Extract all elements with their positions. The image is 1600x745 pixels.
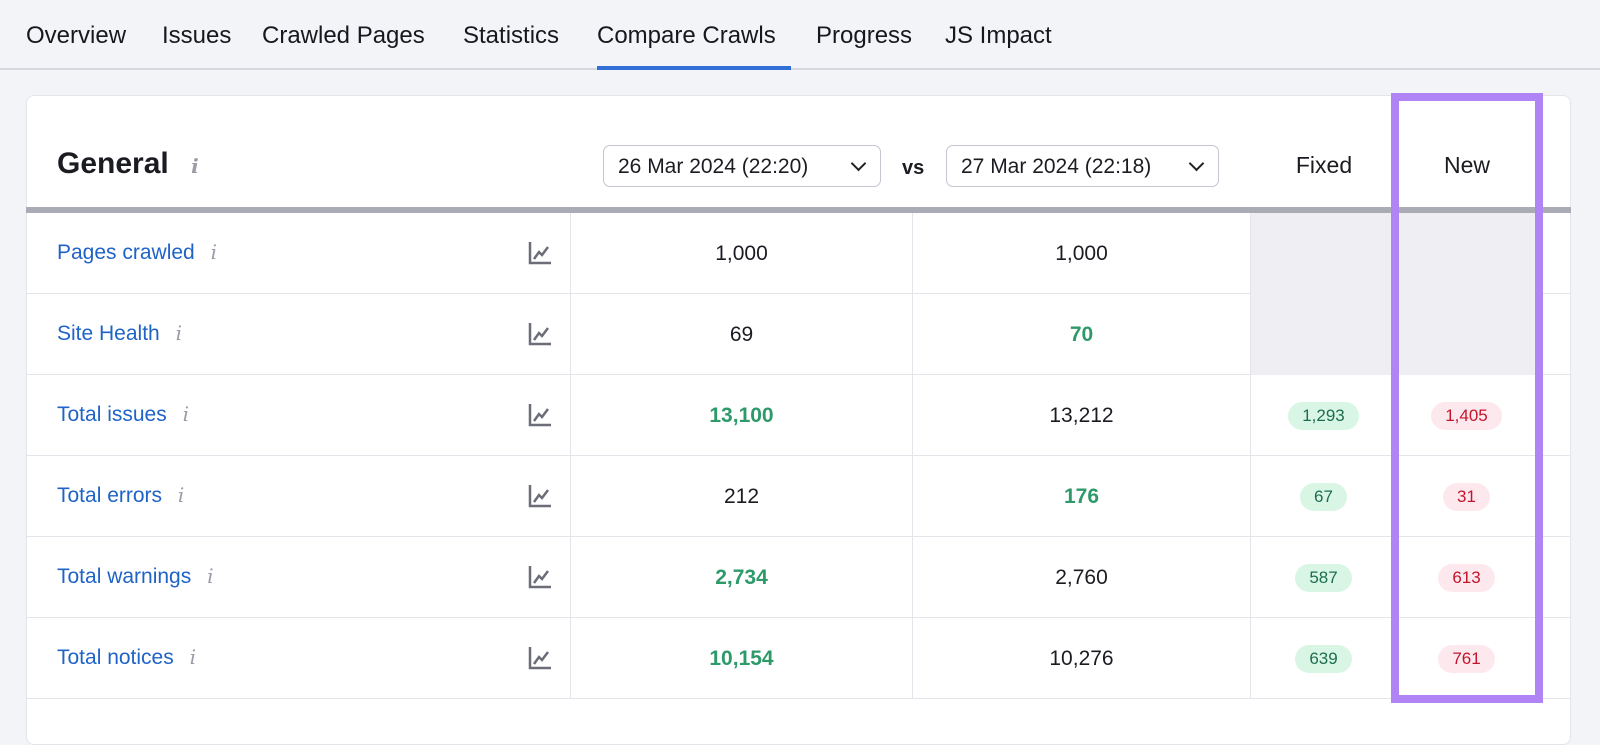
table-row: Site Health i 69 70 xyxy=(26,294,1571,375)
metric-cell: Total issues i xyxy=(26,375,571,456)
info-icon[interactable]: i xyxy=(177,483,185,507)
crawl-a-value: 212 xyxy=(571,456,913,537)
trend-chart-icon[interactable] xyxy=(528,322,552,346)
date-a-select[interactable]: 26 Mar 2024 (22:20) xyxy=(603,145,881,187)
info-icon[interactable]: i xyxy=(191,154,199,178)
tab-overview[interactable]: Overview xyxy=(26,22,127,49)
crawl-b-value: 10,276 xyxy=(913,618,1251,699)
info-icon[interactable]: i xyxy=(210,240,217,264)
table-row: Total notices i 10,154 10,276 639 761 xyxy=(26,618,1571,699)
crawl-b-value: 70 xyxy=(913,294,1251,375)
section-title: General i xyxy=(57,147,199,180)
new-badge: 761 xyxy=(1438,644,1495,673)
metric-cell: Total warnings i xyxy=(26,537,571,618)
crawl-b-value: 1,000 xyxy=(913,213,1251,294)
new-badge: 613 xyxy=(1438,563,1495,592)
trend-chart-icon[interactable] xyxy=(528,484,552,508)
fixed-badge: 587 xyxy=(1295,563,1352,592)
metric-link[interactable]: Total warnings i xyxy=(57,564,214,588)
trend-chart-icon[interactable] xyxy=(528,403,552,427)
header-divider xyxy=(26,207,1571,213)
crawl-b-value: 13,212 xyxy=(913,375,1251,456)
tab-js-impact[interactable]: JS Impact xyxy=(945,22,1052,49)
crawl-a-value: 2,734 xyxy=(571,537,913,618)
new-badge: 1,405 xyxy=(1431,401,1502,430)
chevron-down-icon xyxy=(850,155,867,172)
crawl-a-value: 13,100 xyxy=(571,375,913,456)
table-row: Total errors i 212 176 67 31 xyxy=(26,456,1571,537)
fixed-cell xyxy=(1251,294,1397,375)
trend-chart-icon[interactable] xyxy=(528,646,552,670)
info-icon[interactable]: i xyxy=(182,402,189,426)
fixed-header: Fixed xyxy=(1295,152,1353,178)
fixed-cell: 67 xyxy=(1251,456,1397,537)
new-badge: 31 xyxy=(1443,482,1490,511)
metric-link[interactable]: Total issues i xyxy=(57,402,189,426)
crawl-a-value: 69 xyxy=(571,294,913,375)
table-row: Total warnings i 2,734 2,760 587 613 xyxy=(26,537,1571,618)
fixed-cell: 587 xyxy=(1251,537,1397,618)
fixed-badge: 1,293 xyxy=(1288,401,1359,430)
tab-bar: Overview Issues Crawled Pages Statistics… xyxy=(0,0,1600,70)
metric-link[interactable]: Total errors i xyxy=(57,483,185,507)
metric-link[interactable]: Pages crawled i xyxy=(57,240,217,264)
date-b-value: 27 Mar 2024 (22:18) xyxy=(961,155,1152,178)
metric-cell: Total errors i xyxy=(26,456,571,537)
crawl-b-value: 176 xyxy=(913,456,1251,537)
table-row: Total issues i 13,100 13,212 1,293 1,405 xyxy=(26,375,1571,456)
metric-cell: Site Health i xyxy=(26,294,571,375)
table-row: Pages crawled i 1,000 1,000 xyxy=(26,213,1571,294)
info-icon[interactable]: i xyxy=(175,321,182,345)
info-icon[interactable]: i xyxy=(207,564,214,588)
tab-statistics[interactable]: Statistics xyxy=(463,22,560,49)
metric-cell: Pages crawled i xyxy=(26,213,571,294)
fixed-badge: 67 xyxy=(1300,482,1347,511)
date-b-select[interactable]: 27 Mar 2024 (22:18) xyxy=(946,145,1219,187)
metric-cell: Total notices i xyxy=(26,618,571,699)
crawl-a-value: 1,000 xyxy=(571,213,913,294)
fixed-cell xyxy=(1251,213,1397,294)
crawl-b-value: 2,760 xyxy=(913,537,1251,618)
info-icon[interactable]: i xyxy=(189,645,196,669)
tab-issues[interactable]: Issues xyxy=(162,22,232,49)
vs-label: vs xyxy=(902,157,925,179)
tab-compare-crawls[interactable]: Compare Crawls xyxy=(597,22,791,70)
new-cell xyxy=(1397,294,1537,375)
date-a-value: 26 Mar 2024 (22:20) xyxy=(618,155,809,178)
tab-crawled-pages[interactable]: Crawled Pages xyxy=(262,22,425,49)
tab-progress[interactable]: Progress xyxy=(816,22,913,49)
fixed-cell: 639 xyxy=(1251,618,1397,699)
new-column-highlight xyxy=(1391,93,1543,703)
fixed-cell: 1,293 xyxy=(1251,375,1397,456)
new-cell: 31 xyxy=(1397,456,1537,537)
metric-link[interactable]: Site Health i xyxy=(57,321,182,345)
new-cell xyxy=(1397,213,1537,294)
fixed-badge: 639 xyxy=(1295,644,1352,673)
chevron-down-icon xyxy=(1188,155,1205,172)
trend-chart-icon[interactable] xyxy=(528,241,552,265)
new-header: New xyxy=(1443,152,1490,178)
crawl-a-value: 10,154 xyxy=(571,618,913,699)
metric-link[interactable]: Total notices i xyxy=(57,645,196,669)
trend-chart-icon[interactable] xyxy=(528,565,552,589)
new-cell: 1,405 xyxy=(1397,375,1537,456)
